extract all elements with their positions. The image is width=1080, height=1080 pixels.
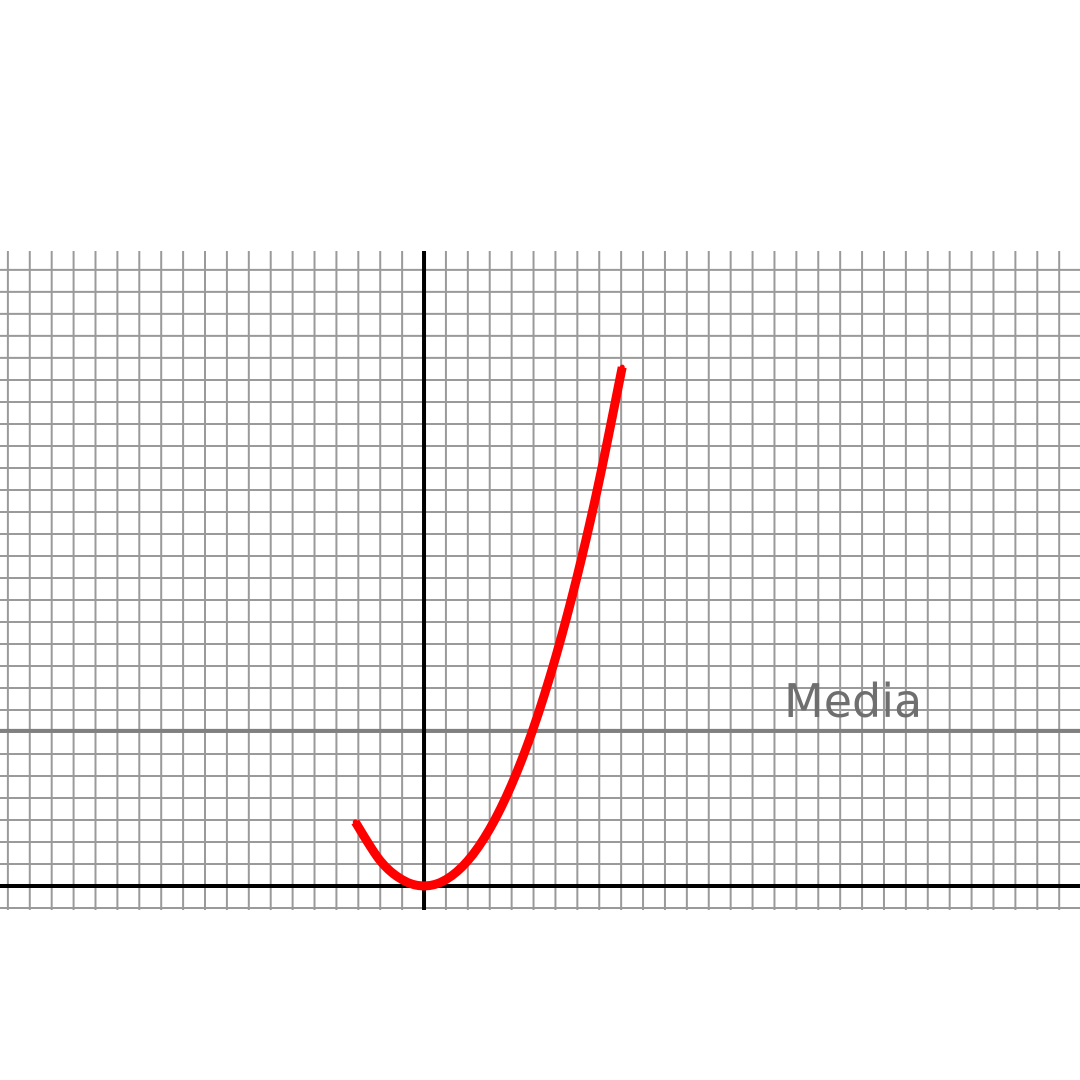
series-point [465, 858, 471, 864]
series-layer [351, 364, 627, 891]
series-point [509, 782, 515, 788]
series-point [619, 364, 625, 370]
axes [0, 251, 1080, 910]
series-point [574, 573, 580, 579]
series-point [596, 478, 602, 484]
series-point [352, 819, 358, 825]
series-point [377, 858, 383, 864]
series-point [443, 877, 449, 883]
reference-line-label: Media [784, 674, 922, 728]
series-point [421, 883, 427, 889]
series-point [552, 655, 558, 661]
series-point [531, 725, 537, 731]
series-point [487, 826, 493, 832]
series-point [399, 877, 405, 883]
